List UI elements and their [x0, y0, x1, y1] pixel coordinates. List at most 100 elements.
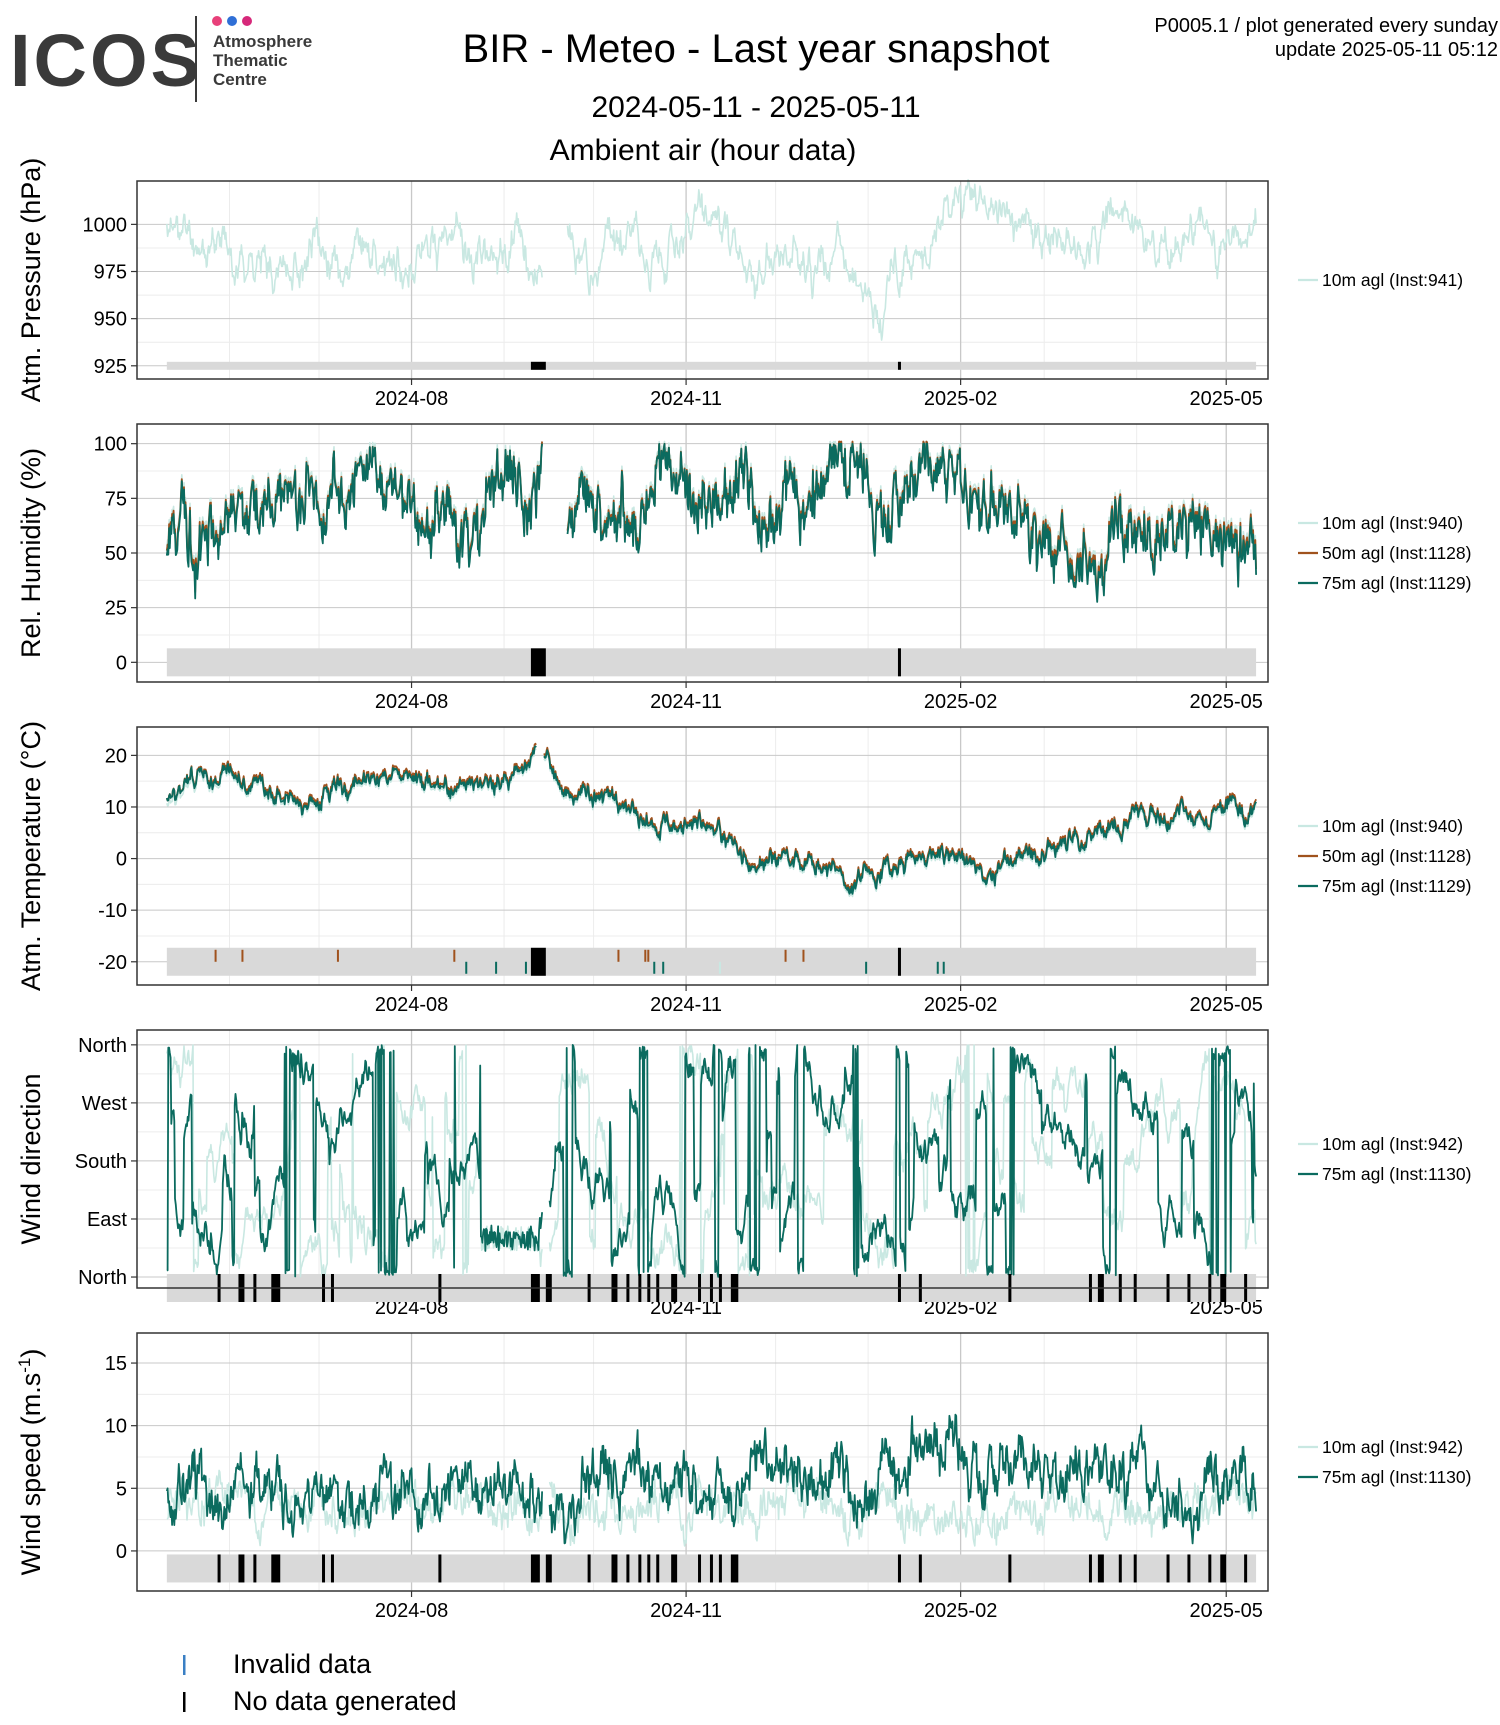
logo-sub-line: Thematic	[213, 51, 288, 70]
x-tick-label: 2025-02	[924, 1297, 997, 1319]
y-axis-label-end: )	[16, 1349, 46, 1358]
legend-entry: 10m agl (Inst:940)	[1322, 513, 1463, 533]
x-tick-label: 2024-11	[650, 691, 722, 713]
y-tick-label: 50	[105, 543, 127, 565]
no-data-marker	[1208, 1554, 1212, 1583]
no-data-marker	[253, 1554, 257, 1583]
y-tick-label: 10	[105, 797, 127, 819]
invalid-data-label: Invalid data	[233, 1649, 372, 1679]
invalid-data-marker	[465, 961, 468, 974]
no-data-marker	[1133, 1554, 1137, 1583]
panel-frame	[136, 1332, 1269, 1592]
no-data-marker	[1097, 1554, 1104, 1583]
no-data-marker	[718, 1554, 722, 1583]
logo-sub-line: Centre	[213, 70, 267, 89]
logo-wordmark: ICOS	[10, 19, 203, 102]
no-data-marker	[238, 1554, 245, 1583]
page-title: BIR - Meteo - Last year snapshot	[463, 27, 1050, 71]
legend-entry: 75m agl (Inst:1130)	[1322, 1164, 1471, 1184]
logo-dot	[242, 16, 252, 26]
legend-entry: 50m agl (Inst:1128)	[1322, 846, 1471, 866]
x-tick-label: 2025-05	[1190, 994, 1263, 1016]
status-band	[166, 361, 1257, 370]
series-line	[166, 179, 1257, 341]
invalid-data-marker	[865, 961, 868, 974]
no-data-marker	[897, 947, 901, 976]
y-tick-label: 15	[105, 1353, 127, 1375]
x-tick-label: 2025-02	[924, 994, 997, 1016]
x-tick-label: 2025-02	[924, 691, 997, 713]
no-data-marker	[330, 1554, 334, 1583]
meta-line: update 2025-05-11 05:12	[1275, 39, 1498, 61]
invalid-data-marker	[644, 949, 647, 962]
y-tick-label: South	[75, 1151, 127, 1173]
panel: -20 -10 0 10 20 2024-08 2024-11 2025-02 2025-05 A…	[16, 721, 1471, 1016]
legend-entry: 10m agl (Inst:940)	[1322, 816, 1463, 836]
legend-entry: 10m agl (Inst:941)	[1322, 270, 1463, 290]
y-tick-label: 0	[116, 652, 127, 674]
x-tick-label: 2024-11	[650, 994, 722, 1016]
logo-dot	[227, 16, 237, 26]
no-data-marker	[656, 1554, 660, 1583]
legend-entry: 75m agl (Inst:1129)	[1322, 573, 1471, 593]
invalid-data-marker	[453, 949, 456, 962]
panel-frame	[136, 1029, 1269, 1289]
meta-line: P0005.1 / plot generated every sunday	[1154, 15, 1498, 37]
no-data-marker	[217, 1554, 221, 1583]
y-tick-label: 1000	[83, 214, 128, 236]
panel: 0 25 50 75 100 2024-08 2024-11 2025-02 2025-05 Re…	[16, 423, 1471, 713]
y-axis-label: Rel. Humidity (%)	[16, 448, 46, 658]
x-tick-label: 2025-05	[1190, 691, 1263, 713]
logo-dot	[212, 16, 222, 26]
y-tick-label: North	[78, 1035, 127, 1057]
y-tick-label: 75	[105, 488, 127, 510]
invalid-data-marker	[241, 949, 244, 962]
no-data-marker	[1220, 1554, 1227, 1583]
no-data-marker	[271, 1554, 281, 1583]
series-line	[165, 1413, 1257, 1545]
legend-entry: 75m agl (Inst:1129)	[1322, 876, 1471, 896]
x-tick-label: 2024-11	[650, 1297, 722, 1319]
no-data-marker	[1166, 1554, 1170, 1583]
y-tick-label: 25	[105, 598, 127, 620]
icos-logo: ICOS Atmosphere Thematic Centre	[10, 16, 312, 102]
no-data-marker	[530, 361, 546, 370]
plot-background	[137, 727, 1268, 985]
y-axis-label: Atm. Pressure (hPa)	[16, 158, 46, 403]
x-tick-label: 2025-02	[924, 388, 997, 410]
y-tick-label: -20	[98, 952, 127, 974]
no-data-marker	[530, 1554, 540, 1583]
no-data-marker	[530, 648, 546, 677]
no-data-marker	[918, 1554, 922, 1583]
no-data-marker	[671, 1554, 678, 1583]
legend-entry: 75m agl (Inst:1130)	[1322, 1467, 1471, 1487]
date-range: 2024-05-11 - 2025-05-11	[591, 91, 920, 124]
series-line	[165, 745, 1257, 895]
no-data-marker	[1008, 1554, 1012, 1583]
x-tick-label: 2024-08	[375, 1297, 448, 1319]
x-tick-label: 2025-05	[1190, 388, 1263, 410]
legend-entry: 50m agl (Inst:1128)	[1322, 543, 1471, 563]
no-data-marker	[730, 1554, 739, 1583]
legend-entry: 10m agl (Inst:942)	[1322, 1134, 1463, 1154]
x-tick-label: 2024-08	[375, 388, 448, 410]
y-tick-label: 0	[116, 1541, 127, 1563]
x-tick-label: 2025-05	[1190, 1600, 1263, 1622]
panel-frame	[136, 180, 1269, 380]
panel: 925 950 975 1000 2024-08 2024-11 2025-02 2025-0…	[16, 158, 1463, 410]
y-tick-label: 975	[94, 262, 127, 284]
no-data-marker	[611, 1554, 618, 1583]
panel: 0 5 10 15 2024-08 2024-11 2025-02 2025-05 Wind s…	[15, 1332, 1471, 1622]
no-data-marker	[1088, 1554, 1092, 1583]
no-data-marker	[322, 1554, 326, 1583]
no-data-marker	[709, 1554, 713, 1583]
section-title: Ambient air (hour data)	[550, 134, 857, 167]
no-data-marker	[638, 1554, 642, 1583]
panel: North East South West North 2024-08 2024-11 202…	[16, 1029, 1471, 1319]
x-tick-label: 2024-08	[375, 1600, 448, 1622]
legend-entry: 10m agl (Inst:942)	[1322, 1437, 1463, 1457]
y-tick-label: 5	[116, 1478, 127, 1500]
y-tick-label: 20	[105, 745, 127, 767]
